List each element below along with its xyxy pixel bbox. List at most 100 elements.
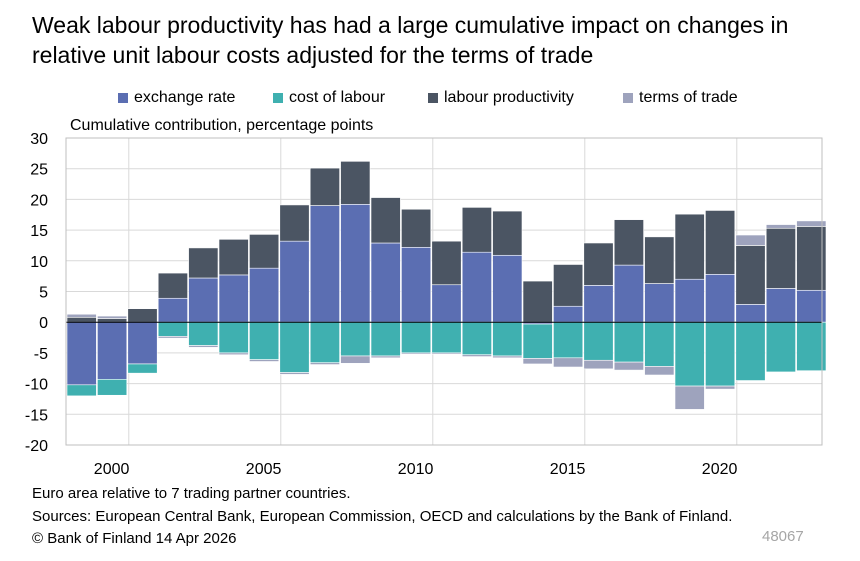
y-tick-label: 30 (30, 131, 48, 148)
bar-cost-of-labour-2020 (705, 321, 736, 387)
bar-exchange-rate-2003 (188, 277, 219, 323)
bar-exchange-rate-2009 (370, 242, 401, 323)
bar-cost-of-labour-2015 (553, 321, 584, 359)
y-tick-label: 25 (30, 162, 48, 179)
bar-labour-productivity-2020 (705, 210, 736, 275)
legend-swatch-terms-of-trade (623, 93, 633, 103)
x-tick-label: 2010 (398, 461, 434, 478)
bar-exchange-rate-2012 (461, 251, 492, 323)
bar-terms-of-trade-1999 (66, 313, 97, 318)
bar-labour-productivity-2006 (279, 204, 310, 242)
bar-exchange-rate-2013 (492, 254, 523, 323)
bar-exchange-rate-2020 (705, 274, 736, 323)
bar-terms-of-trade-2012 (461, 354, 492, 357)
bar-cost-of-labour-2000 (97, 379, 128, 396)
bar-terms-of-trade-2007 (309, 362, 340, 365)
bar-exchange-rate-2016 (583, 285, 614, 323)
bar-cost-of-labour-2001 (127, 363, 158, 374)
footer-copyright: © Bank of Finland 14 Apr 2026 (32, 530, 237, 547)
legend-swatch-exchange-rate (118, 93, 128, 103)
legend-item-exchange-rate: exchange rate (118, 89, 235, 107)
x-tick-label: 2000 (94, 461, 130, 478)
y-tick-label: 20 (30, 192, 48, 209)
bar-labour-productivity-2010 (401, 208, 432, 248)
bar-exchange-rate-2007 (309, 205, 340, 323)
bar-terms-of-trade-2005 (249, 359, 280, 362)
bar-terms-of-trade-2008 (340, 355, 371, 364)
bar-cost-of-labour-2002 (157, 321, 188, 337)
bar-cost-of-labour-2022 (765, 321, 796, 373)
bar-cost-of-labour-2017 (613, 321, 644, 363)
bar-cost-of-labour-2023 (796, 321, 827, 372)
bar-exchange-rate-2015 (553, 305, 584, 323)
bar-cost-of-labour-2012 (461, 321, 492, 356)
bar-terms-of-trade-2006 (279, 372, 310, 375)
bar-terms-of-trade-2022 (765, 224, 796, 229)
chart-title-line-2: relative unit labour costs adjusted for … (32, 42, 594, 68)
bar-terms-of-trade-2016 (583, 359, 614, 370)
bar-labour-productivity-2013 (492, 210, 523, 256)
x-tick-label: 2005 (246, 461, 282, 478)
legend-label: labour productivity (444, 89, 574, 106)
bar-terms-of-trade-2010 (401, 352, 432, 355)
bar-labour-productivity-2017 (613, 219, 644, 266)
plot-frame (65, 137, 823, 446)
bar-terms-of-trade-2020 (705, 385, 736, 390)
bar-labour-productivity-2005 (249, 234, 280, 269)
bar-labour-productivity-2015 (553, 264, 584, 307)
footer-note: Euro area relative to 7 trading partner … (32, 485, 351, 502)
x-tick-label: 2015 (550, 461, 586, 478)
bar-exchange-rate-2010 (401, 246, 432, 323)
bar-terms-of-trade-2004 (218, 352, 249, 356)
bar-labour-productivity-2002 (157, 272, 188, 299)
bar-labour-productivity-2022 (765, 227, 796, 289)
bar-cost-of-labour-2011 (431, 321, 462, 354)
bar-terms-of-trade-2009 (370, 355, 401, 359)
bar-cost-of-labour-2013 (492, 321, 523, 357)
bar-labour-productivity-2016 (583, 242, 614, 286)
bar-labour-productivity-2009 (370, 197, 401, 244)
y-tick-label: 0 (39, 315, 48, 332)
chart-legend: exchange rate cost of labour labour prod… (0, 89, 860, 111)
bar-labour-productivity-2014 (522, 280, 553, 323)
bar-terms-of-trade-2011 (431, 352, 462, 355)
y-tick-label: 5 (39, 285, 48, 302)
bar-terms-of-trade-2018 (644, 366, 675, 376)
legend-item-terms-of-trade: terms of trade (623, 89, 738, 107)
bar-labour-productivity-2008 (340, 161, 371, 205)
bar-exchange-rate-2005 (249, 267, 280, 323)
y-tick-label: 10 (30, 254, 48, 271)
bar-terms-of-trade-2019 (674, 385, 705, 410)
bar-labour-productivity-2018 (644, 236, 675, 284)
legend-swatch-cost-of-labour (273, 93, 283, 103)
bar-exchange-rate-2023 (796, 289, 827, 323)
bar-terms-of-trade-2014 (522, 358, 553, 365)
bar-cost-of-labour-2014 (522, 323, 553, 359)
bar-exchange-rate-2021 (735, 304, 766, 323)
bar-exchange-rate-2000 (97, 321, 128, 380)
bar-cost-of-labour-2016 (583, 321, 614, 361)
bar-exchange-rate-2008 (340, 204, 371, 323)
chart-code: 48067 (762, 528, 804, 545)
bar-labour-productivity-2004 (218, 239, 249, 276)
footer-sources: Sources: European Central Bank, European… (32, 508, 733, 525)
bar-terms-of-trade-2017 (613, 361, 644, 371)
bar-labour-productivity-2011 (431, 240, 462, 286)
bar-exchange-rate-2017 (613, 264, 644, 323)
y-tick-label: -20 (25, 438, 48, 455)
legend-swatch-labour-productivity (428, 93, 438, 103)
bar-labour-productivity-2000 (97, 318, 128, 323)
bar-cost-of-labour-2004 (218, 321, 249, 354)
legend-item-cost-of-labour: cost of labour (273, 89, 385, 107)
bar-labour-productivity-2012 (461, 207, 492, 253)
bar-cost-of-labour-2009 (370, 321, 401, 357)
y-axis-subtitle: Cumulative contribution, percentage poin… (70, 117, 374, 134)
bar-cost-of-labour-2019 (674, 321, 705, 387)
bar-cost-of-labour-2021 (735, 321, 766, 381)
legend-label: terms of trade (639, 89, 738, 106)
bar-cost-of-labour-1999 (66, 384, 97, 397)
bar-terms-of-trade-2000 (97, 315, 128, 319)
bar-exchange-rate-2019 (674, 278, 705, 323)
chart-title: Weak labour productivity has had a large… (32, 10, 832, 70)
